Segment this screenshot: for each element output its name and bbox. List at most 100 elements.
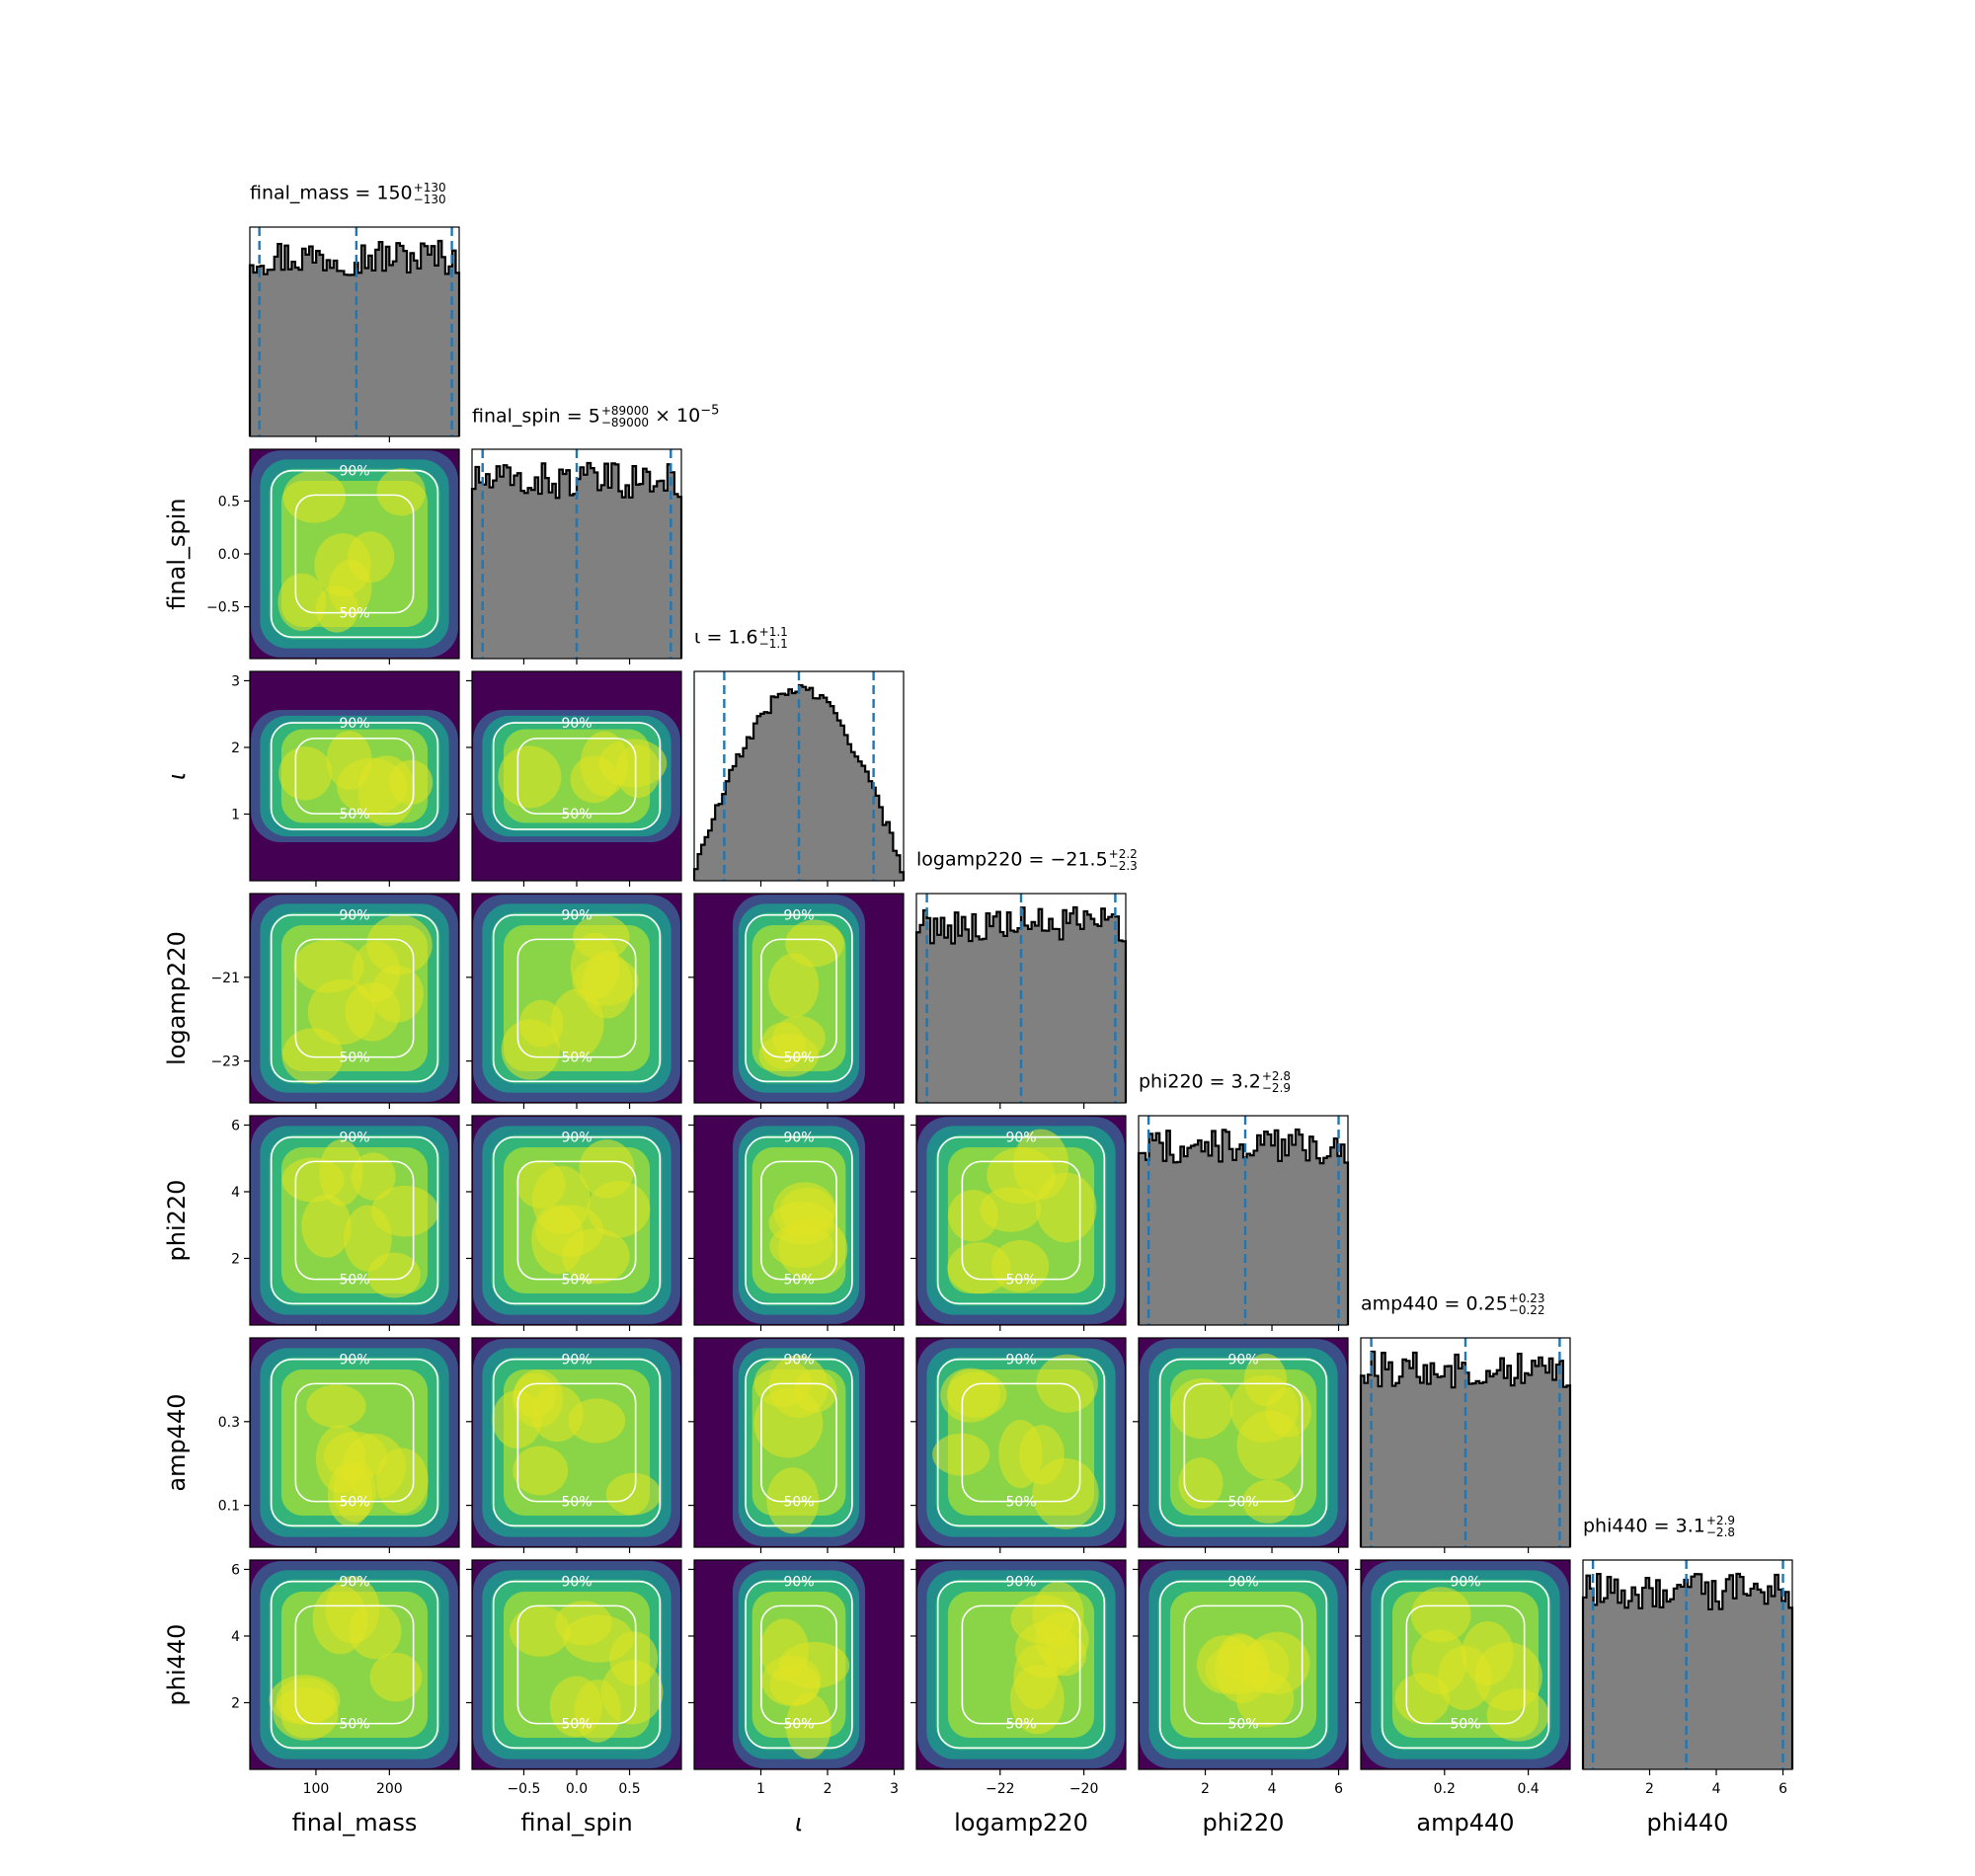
contour-final_spin-phi220: 90% 50% [466, 1115, 682, 1331]
density-image: 90% 50% [1139, 1338, 1348, 1547]
contour-label-50: 50% [1005, 1495, 1036, 1511]
contour-50 [294, 1160, 415, 1281]
x-axis-label-final_spin: final_spin [520, 1809, 632, 1837]
x-tick-label: −22 [986, 1781, 1015, 1797]
y-axis-label-logamp220: logamp220 [163, 931, 191, 1065]
y-tick-label: 6 [231, 1562, 240, 1578]
contour-label-90: 90% [1227, 1575, 1258, 1591]
panel-frame [1582, 1559, 1793, 1770]
panel-frame [915, 1337, 1127, 1548]
panel-frame [249, 226, 460, 437]
x-axis-label-logamp220: logamp220 [954, 1809, 1088, 1837]
density-image: 90% 50% [1361, 1560, 1570, 1769]
title-phi220: phi220 = 3.2 +2.8 −2.9 [1139, 1070, 1291, 1094]
contour-label-90: 90% [783, 1353, 814, 1368]
hist-outline [1581, 1572, 1794, 1769]
density-image: 90% 50% [694, 1116, 904, 1325]
y-tick-label: 3 [231, 673, 240, 689]
y-axis-label-amp440: amp440 [163, 1393, 191, 1491]
contour-final_mass-phi220: 90% 50% 2 4 6 [231, 1115, 460, 1331]
y-tick-label: 0.3 [218, 1415, 240, 1431]
contour-90 [1381, 1580, 1550, 1750]
contour-label-50: 50% [339, 606, 369, 622]
y-axis-label-final_spin: final_spin [163, 498, 191, 609]
contour-50 [760, 1604, 837, 1725]
y-tick-label: 0.0 [218, 547, 240, 563]
density-image: 90% 50% [250, 1338, 459, 1547]
y-tick-label: 2 [231, 1695, 240, 1711]
contour-label-90: 90% [783, 1575, 814, 1591]
contour-iota-amp440: 90% 50% [688, 1337, 905, 1553]
x-tick-label: −20 [1069, 1781, 1099, 1797]
contour-final_mass-final_spin: 90% 50% −0.5 0.0 0.5 [206, 448, 460, 664]
panel-frame [693, 893, 905, 1104]
hist-iota [692, 670, 906, 887]
title-errors: +130 −130 [413, 181, 446, 206]
contour-50 [516, 1382, 637, 1503]
contour-label-90: 90% [1450, 1575, 1480, 1591]
x-tick-label: 0.2 [1434, 1781, 1456, 1797]
density-image: 90% 50% [694, 1560, 904, 1769]
contour-90 [936, 1358, 1106, 1527]
title-errors: +0.23 −0.22 [1508, 1291, 1545, 1317]
x-tick-label: 0.0 [566, 1781, 588, 1797]
density-image: 90% 50% [916, 1116, 1126, 1325]
x-axis-label-final_mass: final_mass [292, 1809, 418, 1837]
panel-frame [915, 893, 1127, 1104]
density-image: 90% 50% [916, 1560, 1126, 1769]
density-image: 90% 50% [250, 671, 459, 881]
density-image: 90% 50% [472, 1560, 681, 1769]
panel-frame [693, 1337, 905, 1548]
contour-90 [492, 1135, 662, 1305]
contour-logamp220-phi220: 90% 50% [910, 1115, 1127, 1331]
contour-label-50: 50% [561, 1051, 592, 1066]
hist-final_spin [470, 448, 683, 664]
panel-frame [249, 893, 460, 1104]
panel-frame [693, 1559, 905, 1770]
hist-outline [914, 905, 1128, 1103]
y-tick-label: 0.1 [218, 1499, 240, 1515]
title-amp440: amp440 = 0.25 +0.23 −0.22 [1361, 1292, 1545, 1316]
contour-50 [760, 938, 837, 1058]
density-image: 90% 50% [250, 1560, 459, 1769]
contour-50 [516, 1604, 637, 1725]
contour-50 [294, 938, 415, 1058]
contour-label-90: 90% [339, 1353, 369, 1368]
contour-50 [516, 1160, 637, 1281]
hist-fill [1583, 1574, 1792, 1769]
contour-final_spin-phi440: 90% 50% −0.5 0.0 0.5 [466, 1559, 682, 1797]
contour-label-90: 90% [1005, 1575, 1036, 1591]
contour-label-50: 50% [1227, 1495, 1258, 1511]
title-iota: ι = 1.6 +1.1 −1.1 [694, 626, 788, 650]
panel-frame [249, 1337, 460, 1548]
density-image: 90% 50% [694, 1338, 904, 1547]
contour-phi220-phi440: 90% 50% 2 4 6 [1133, 1559, 1349, 1797]
contour-iota-phi440: 90% 50% 1 2 3 [688, 1559, 905, 1797]
contour-50 [961, 1604, 1081, 1725]
panel-frame [1138, 1337, 1349, 1548]
contour-50 [516, 938, 637, 1058]
contour-50 [294, 1382, 415, 1503]
contour-90 [1158, 1580, 1328, 1750]
x-tick-label: 100 [303, 1781, 330, 1797]
density-image: 90% 50% [472, 894, 681, 1103]
contour-50 [961, 1382, 1081, 1503]
title-scale: × 10−5 [649, 404, 720, 428]
title-param: amp440 = 0.25 [1361, 1292, 1508, 1315]
contour-50 [1183, 1604, 1304, 1725]
contour-50 [294, 494, 415, 614]
title-final_spin: final_spin = 5 +89000 −89000 × 10−5 [472, 404, 719, 429]
contour-label-50: 50% [1005, 1717, 1036, 1733]
contour-label-50: 50% [339, 1051, 369, 1066]
contour-90 [936, 1135, 1106, 1305]
panel-frame [249, 1115, 460, 1326]
x-tick-label: 6 [1334, 1781, 1343, 1797]
panel-frame [1360, 1559, 1571, 1770]
contour-label-50: 50% [783, 1051, 814, 1066]
contour-final_spin-logamp220: 90% 50% [466, 893, 682, 1109]
contour-label-50: 50% [783, 1717, 814, 1733]
panel-frame [915, 1115, 1127, 1326]
x-tick-label: 3 [890, 1781, 899, 1797]
x-axis-label-phi220: phi220 [1203, 1809, 1285, 1837]
y-tick-label: −0.5 [206, 600, 240, 616]
